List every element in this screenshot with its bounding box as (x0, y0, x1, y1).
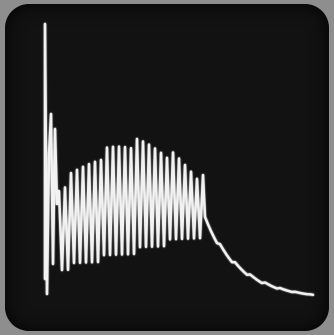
oscilloscope-screen (5, 4, 329, 331)
signal-waveform (43, 22, 315, 296)
waveform-trace (43, 22, 315, 296)
